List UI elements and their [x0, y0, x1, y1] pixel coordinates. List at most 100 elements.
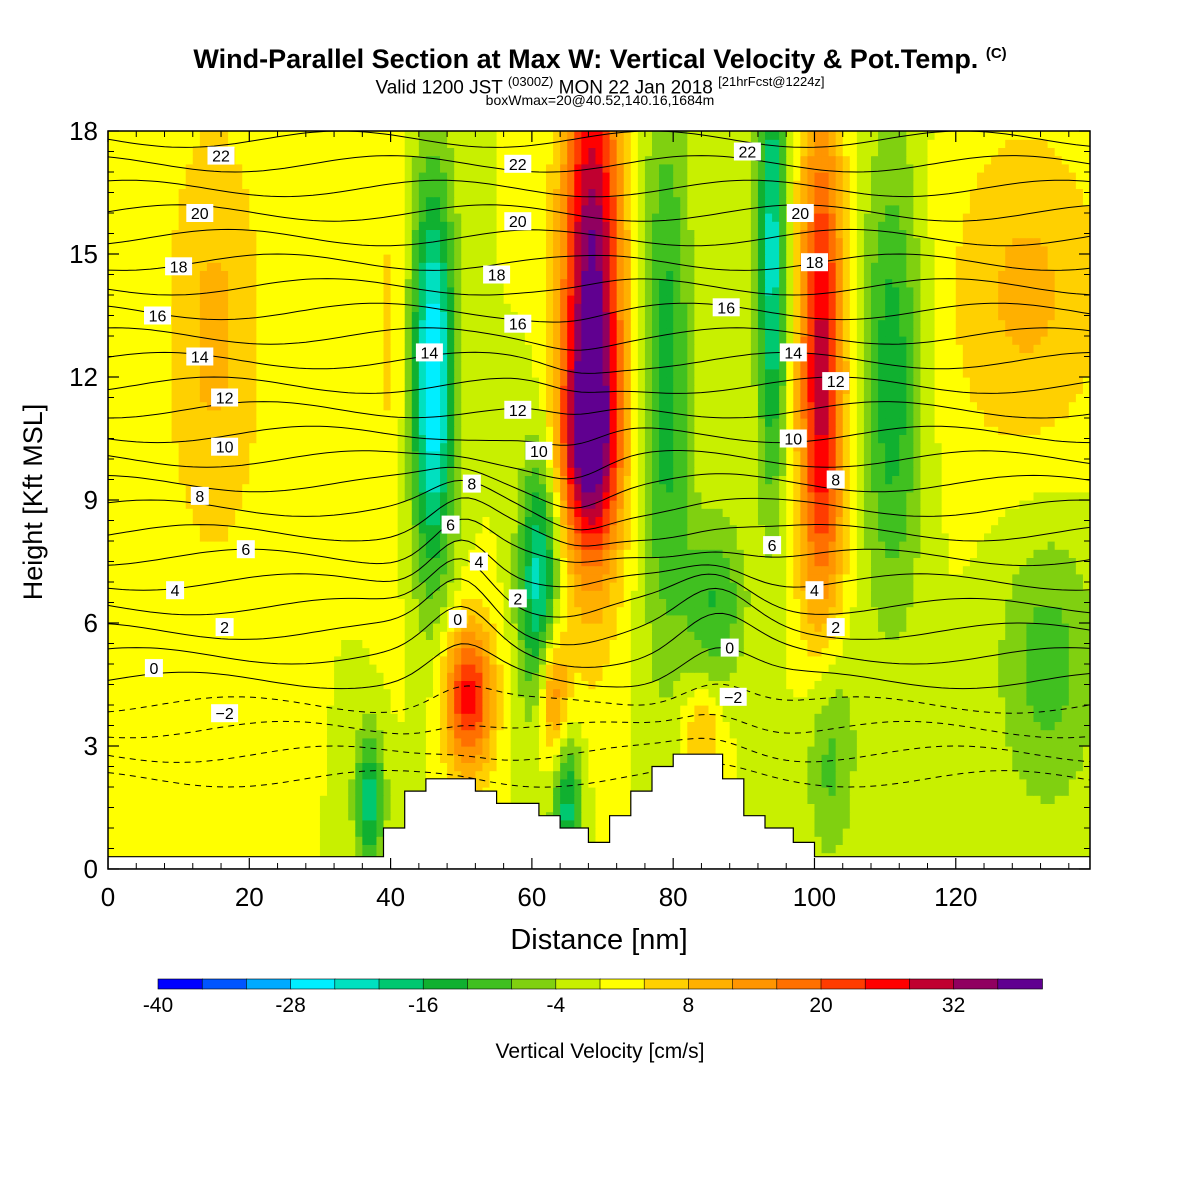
- velocity-cell: [885, 811, 893, 821]
- velocity-cell: [362, 606, 370, 616]
- velocity-cell: [517, 696, 526, 706]
- velocity-cell: [143, 721, 151, 731]
- velocity-cell: [1019, 664, 1028, 673]
- velocity-cell: [277, 647, 286, 657]
- velocity-cell: [249, 573, 257, 583]
- velocity-cell: [659, 737, 667, 747]
- velocity-cell: [192, 811, 201, 821]
- velocity-cell: [418, 746, 427, 755]
- velocity-cell: [637, 770, 646, 780]
- velocity-cell: [991, 672, 999, 681]
- velocity-cell: [447, 754, 455, 763]
- velocity-cell: [390, 803, 399, 813]
- velocity-cell: [948, 795, 957, 804]
- velocity-cell: [913, 819, 922, 829]
- velocity-cell: [263, 836, 272, 845]
- velocity-cell: [998, 614, 1006, 624]
- velocity-cell: [680, 606, 688, 616]
- velocity-cell: [772, 655, 780, 665]
- velocity-cell: [1082, 582, 1090, 591]
- velocity-cell: [560, 737, 568, 747]
- velocity-cell: [1075, 729, 1084, 739]
- velocity-cell: [249, 614, 257, 624]
- velocity-cell: [1082, 770, 1090, 780]
- velocity-cell: [800, 664, 809, 673]
- velocity-cell: [779, 803, 787, 813]
- velocity-cell: [779, 623, 787, 632]
- velocity-cell: [461, 664, 469, 673]
- velocity-cell: [171, 811, 180, 821]
- velocity-cell: [560, 688, 568, 698]
- velocity-cell: [934, 762, 943, 772]
- velocity-cell: [1061, 795, 1070, 804]
- velocity-cell: [277, 705, 286, 714]
- velocity-cell: [920, 754, 929, 763]
- velocity-cell: [418, 655, 427, 665]
- velocity-cell: [941, 795, 950, 804]
- velocity-cell: [108, 664, 116, 673]
- velocity-cell: [856, 836, 865, 845]
- velocity-cell: [270, 705, 279, 714]
- velocity-cell: [821, 803, 830, 813]
- velocity-cell: [129, 614, 137, 624]
- velocity-cell: [115, 672, 123, 681]
- velocity-cell: [263, 721, 272, 731]
- velocity-cell: [454, 639, 462, 649]
- velocity-cell: [793, 828, 801, 837]
- velocity-cell: [984, 721, 992, 731]
- velocity-cell: [984, 655, 992, 665]
- velocity-cell: [447, 573, 455, 583]
- velocity-cell: [150, 803, 159, 813]
- velocity-cell: [899, 639, 907, 649]
- velocity-cell: [694, 680, 703, 690]
- velocity-cell: [1054, 598, 1063, 608]
- velocity-cell: [510, 762, 519, 772]
- velocity-cell: [1026, 606, 1035, 616]
- velocity-cell: [602, 746, 611, 755]
- velocity-cell: [1061, 713, 1070, 722]
- velocity-cell: [793, 737, 801, 747]
- velocity-cell: [164, 746, 173, 755]
- velocity-cell: [348, 795, 356, 804]
- velocity-cell: [588, 631, 597, 640]
- velocity-cell: [779, 680, 787, 690]
- velocity-cell: [482, 631, 491, 640]
- velocity-cell: [341, 737, 349, 747]
- velocity-cell: [757, 639, 766, 649]
- velocity-cell: [348, 664, 356, 673]
- velocity-cell: [553, 803, 561, 813]
- velocity-cell: [842, 787, 851, 796]
- velocity-cell: [722, 655, 731, 665]
- velocity-cell: [856, 787, 865, 796]
- velocity-cell: [687, 582, 695, 591]
- velocity-cell: [221, 721, 229, 731]
- velocity-cell: [531, 737, 540, 747]
- velocity-cell: [475, 737, 484, 747]
- velocity-cell: [355, 590, 363, 599]
- velocity-cell: [757, 770, 766, 780]
- velocity-cell: [687, 573, 695, 583]
- velocity-cell: [1026, 770, 1035, 780]
- velocity-cell: [432, 672, 441, 681]
- velocity-cell: [319, 598, 328, 608]
- velocity-cell: [129, 844, 137, 854]
- velocity-cell: [842, 647, 851, 657]
- velocity-cell: [765, 737, 773, 747]
- velocity-cell: [404, 762, 413, 772]
- velocity-cell: [934, 819, 943, 829]
- velocity-cell: [616, 647, 625, 657]
- velocity-cell: [418, 590, 427, 599]
- velocity-cell: [524, 688, 533, 698]
- velocity-cell: [595, 787, 604, 796]
- velocity-cell: [185, 778, 194, 788]
- velocity-cell: [574, 795, 582, 804]
- velocity-cell: [475, 762, 484, 772]
- velocity-cell: [595, 614, 604, 624]
- velocity-cell: [531, 631, 540, 640]
- velocity-cell: [305, 787, 314, 796]
- velocity-cell: [1040, 803, 1049, 813]
- velocity-cell: [927, 754, 936, 763]
- velocity-cell: [701, 737, 710, 747]
- velocity-cell: [440, 655, 448, 665]
- velocity-cell: [1047, 836, 1056, 845]
